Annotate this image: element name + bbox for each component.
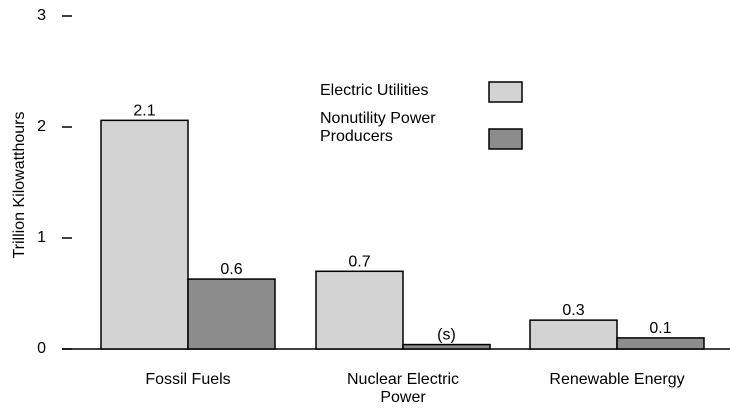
value-label: 0.1	[649, 320, 671, 337]
value-label: 0.6	[220, 261, 242, 278]
bar	[187, 278, 276, 350]
value-label: (s)	[437, 327, 456, 344]
legend-label: Electric Utilities	[320, 82, 429, 99]
x-tick-label: Renewable Energy	[549, 371, 685, 388]
y-tick-label: 2	[37, 118, 46, 135]
x-tick-label: Fossil Fuels	[145, 371, 231, 388]
value-label: 2.1	[133, 102, 155, 119]
legend-swatch	[488, 81, 523, 103]
bar	[315, 270, 404, 350]
bar	[100, 119, 189, 350]
y-axis-label: Trillion Kilowatthours	[11, 111, 28, 258]
y-tick-label: 3	[37, 7, 46, 24]
legend-label: Nonutility Power Producers	[320, 110, 436, 145]
y-tick-label: 1	[37, 229, 46, 246]
value-label: 0.3	[562, 302, 584, 319]
bar	[402, 343, 491, 350]
x-tick-label: Nuclear Electric Power	[346, 371, 460, 406]
bar	[529, 319, 618, 350]
bar	[616, 337, 705, 350]
y-tick-label: 0	[37, 340, 46, 357]
value-label: 0.7	[348, 253, 370, 270]
legend-swatch	[488, 128, 523, 150]
